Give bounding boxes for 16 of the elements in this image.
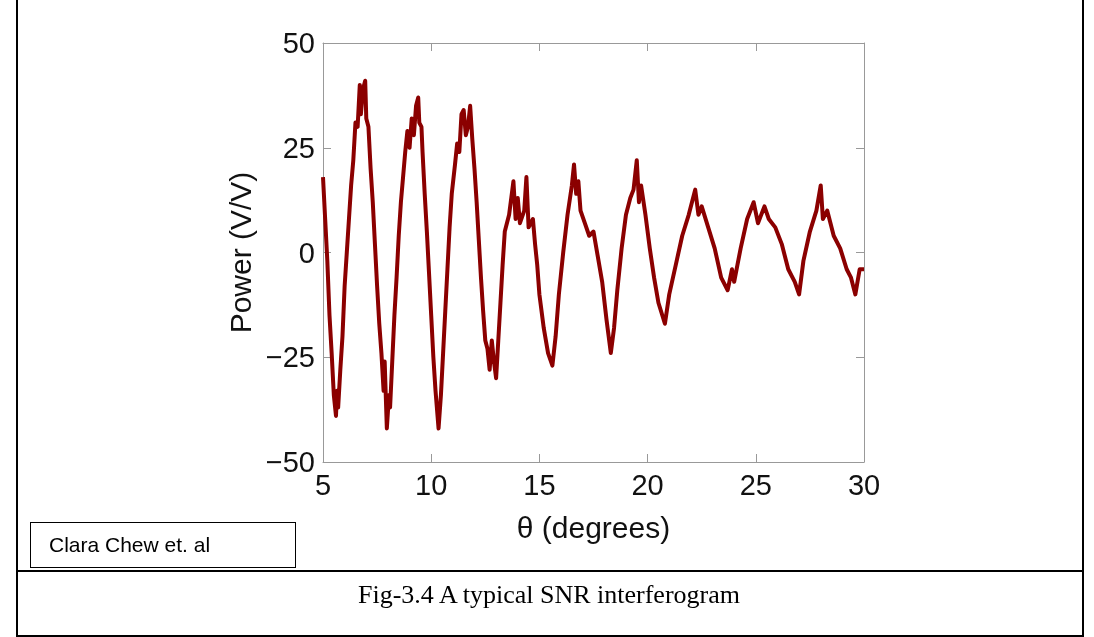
y-axis-title: Power (V/V) [223, 171, 257, 334]
y-tick-label: 25 [282, 131, 315, 164]
x-axis-title: θ (degrees) [516, 510, 671, 544]
y-tick-label: 50 [282, 27, 315, 59]
x-tick-label: 15 [523, 468, 556, 501]
y-tick-label: 0 [298, 236, 315, 269]
x-tick-label: 25 [739, 468, 772, 501]
x-tick-label: 10 [415, 468, 448, 501]
text: Fig-3.4 A typical SNR interferogram [357, 580, 741, 610]
line-series [321, 78, 866, 431]
text: Clara Chew et. al [30, 522, 296, 568]
x-tick-label: 30 [847, 468, 881, 501]
y-tick-label: −25 [265, 341, 315, 374]
y-tick-label: −50 [265, 446, 315, 478]
x-tick-label: 5 [314, 468, 332, 501]
x-tick-label: 20 [631, 468, 664, 501]
